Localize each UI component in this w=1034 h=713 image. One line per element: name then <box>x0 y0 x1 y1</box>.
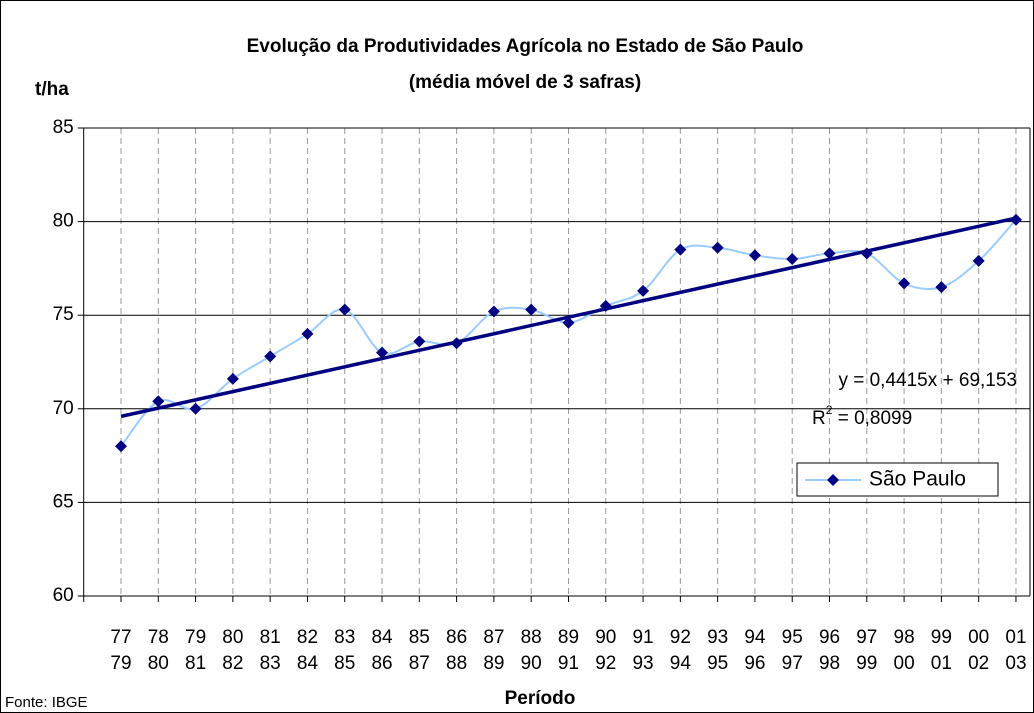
x-tick-label: 92 <box>670 627 691 648</box>
x-tick-label: 92 <box>595 653 616 674</box>
x-tick-label: 00 <box>968 627 989 648</box>
x-axis-label: Período <box>505 688 576 709</box>
x-tick-label: 91 <box>558 653 579 674</box>
x-tick-label: 88 <box>446 653 467 674</box>
x-tick-label: 78 <box>148 627 169 648</box>
trend-r2: R2 = 0,8099 <box>812 403 912 429</box>
x-tick-label: 83 <box>260 653 281 674</box>
data-point <box>562 316 575 329</box>
x-tick-label: 86 <box>371 653 392 674</box>
x-tick-label: 81 <box>260 627 281 648</box>
data-point <box>637 284 650 297</box>
data-point <box>935 281 948 294</box>
x-tick-label: 86 <box>446 627 467 648</box>
x-tick-label: 00 <box>894 653 915 674</box>
x-tick-label: 94 <box>744 627 766 648</box>
x-tick-label: 01 <box>1005 627 1026 648</box>
x-tick-label: 85 <box>334 653 355 674</box>
y-tick-label: 80 <box>53 211 74 232</box>
y-tick-label: 70 <box>53 398 74 419</box>
data-point <box>748 249 761 262</box>
data-point <box>152 395 165 408</box>
data-point <box>487 305 500 318</box>
data-point <box>823 247 836 260</box>
x-tick-label: 93 <box>632 653 653 674</box>
legend-label: São Paulo <box>869 468 966 491</box>
x-tick-label: 80 <box>222 627 243 648</box>
chart-title: Evolução da Produtividades Agrícola no E… <box>247 36 804 57</box>
x-tick-label: 84 <box>297 653 319 674</box>
data-point <box>711 241 724 254</box>
x-tick-label: 89 <box>558 627 579 648</box>
r2-value: = 0,8099 <box>832 408 912 429</box>
source: Fonte: IBGE <box>5 694 88 711</box>
r2-exponent: 2 <box>826 403 833 417</box>
data-point <box>599 299 612 312</box>
x-tick-label: 96 <box>744 653 765 674</box>
data-point <box>413 335 426 348</box>
x-tick-label: 83 <box>334 627 355 648</box>
data-point <box>786 253 799 266</box>
x-tick-label: 99 <box>856 653 877 674</box>
x-tick-label: 99 <box>931 627 952 648</box>
data-point <box>189 402 202 415</box>
x-tick-label: 90 <box>521 653 542 674</box>
y-axis-label: t/ha <box>35 79 69 100</box>
y-tick-label: 60 <box>53 585 74 606</box>
data-point <box>860 247 873 260</box>
x-tick-label: 90 <box>595 627 616 648</box>
data-point <box>264 350 277 363</box>
y-tick-label: 85 <box>53 117 74 138</box>
x-tick-label: 94 <box>670 653 692 674</box>
x-tick-label: 79 <box>110 653 131 674</box>
x-tick-label: 98 <box>819 653 840 674</box>
data-point <box>972 254 985 267</box>
data-point <box>338 303 351 316</box>
chart-subtitle: (média móvel de 3 safras) <box>409 72 641 93</box>
x-tick-label: 85 <box>409 627 430 648</box>
x-tick-label: 96 <box>819 627 840 648</box>
x-tick-label: 84 <box>371 627 393 648</box>
data-point <box>301 327 314 340</box>
plot-area <box>83 128 1030 596</box>
x-tick-label: 88 <box>521 627 542 648</box>
data-point <box>376 346 389 359</box>
x-tick-label: 98 <box>894 627 915 648</box>
x-tick-label: 77 <box>110 627 131 648</box>
x-tick-label: 87 <box>409 653 430 674</box>
x-tick-label: 95 <box>782 627 803 648</box>
data-point <box>525 303 538 316</box>
data-point <box>450 337 463 350</box>
x-tick-label: 91 <box>632 627 653 648</box>
data-point <box>674 243 687 256</box>
x-tick-label: 97 <box>856 627 877 648</box>
x-tick-label: 01 <box>931 653 952 674</box>
x-tick-label: 02 <box>968 653 989 674</box>
x-tick-label: 81 <box>185 653 206 674</box>
x-tick-label: 03 <box>1005 653 1026 674</box>
x-tick-label: 89 <box>483 653 504 674</box>
y-tick-label: 65 <box>53 491 74 512</box>
y-tick-label: 75 <box>53 304 74 325</box>
legend-marker <box>827 474 839 486</box>
r2-symbol: R <box>812 408 826 429</box>
data-point <box>898 277 911 290</box>
x-tick-label: 82 <box>222 653 243 674</box>
x-tick-label: 93 <box>707 627 728 648</box>
x-tick-label: 87 <box>483 627 504 648</box>
data-point <box>1009 213 1022 226</box>
x-tick-label: 82 <box>297 627 318 648</box>
data-point <box>226 372 239 385</box>
x-tick-label: 79 <box>185 627 206 648</box>
data-point <box>115 440 127 453</box>
x-tick-label: 97 <box>782 653 803 674</box>
x-tick-label: 95 <box>707 653 728 674</box>
trend-equation: y = 0,4415x + 69,153 <box>838 370 1017 391</box>
x-tick-label: 80 <box>148 653 169 674</box>
